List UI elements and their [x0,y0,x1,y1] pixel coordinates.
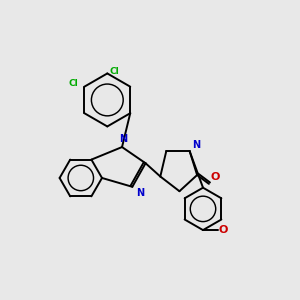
Text: N: N [119,134,128,143]
Text: N: N [192,140,200,150]
Text: Cl: Cl [68,79,78,88]
Text: Cl: Cl [110,68,119,76]
Text: O: O [210,172,220,182]
Text: N: N [136,188,144,198]
Text: O: O [218,225,228,235]
